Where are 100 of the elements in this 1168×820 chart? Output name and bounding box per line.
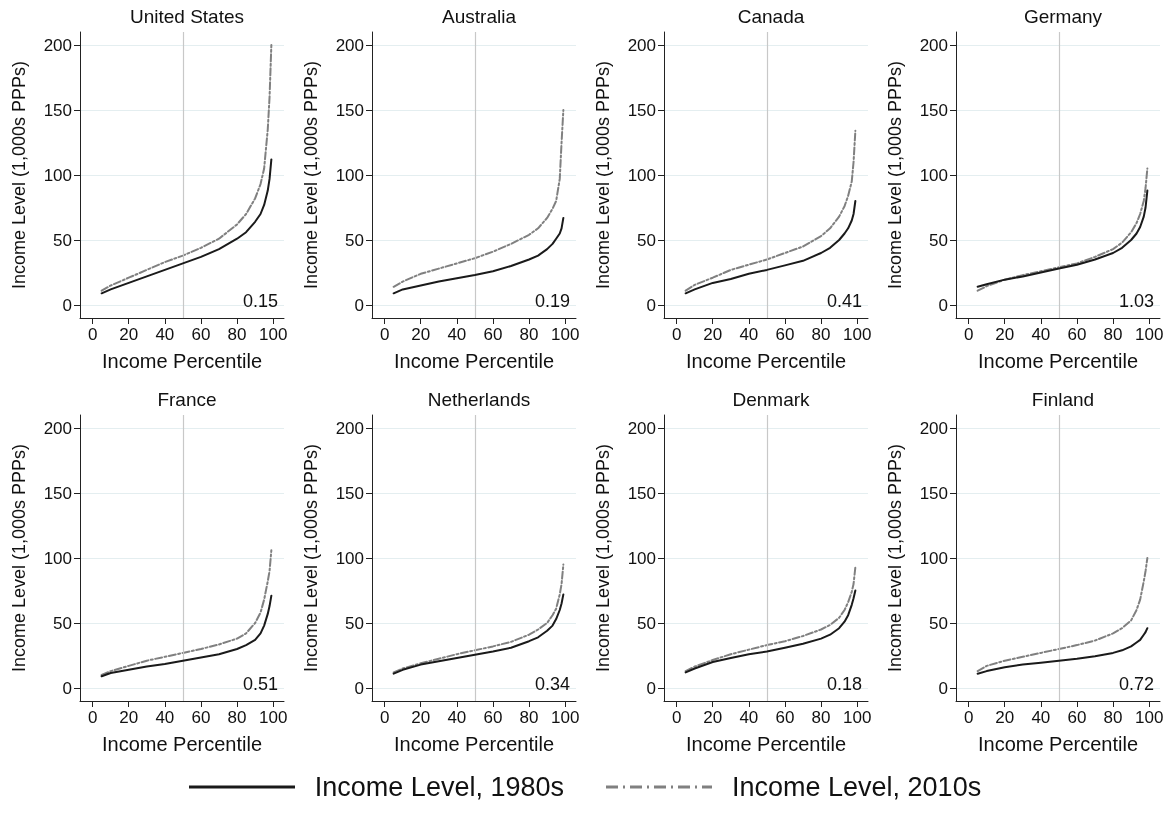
annotation: 0.34 <box>534 674 571 694</box>
y-tick-label: 100 <box>43 165 72 185</box>
y-tick-label: 0 <box>938 678 948 698</box>
y-tick-label: 0 <box>62 678 72 698</box>
y-tick-label: 0 <box>62 295 72 315</box>
y-axis-title: Income Level (1,000s PPPs) <box>885 60 905 290</box>
y-tick-label: 150 <box>627 483 656 503</box>
y-axis-title: Income Level (1,000s PPPs) <box>9 443 29 673</box>
annotation: 0.19 <box>534 291 571 311</box>
y-tick-label: 100 <box>919 548 948 568</box>
y-tick-label: 150 <box>43 100 72 120</box>
y-tick-label: 150 <box>627 100 656 120</box>
chart-title: France <box>157 389 217 410</box>
y-tick-label: 100 <box>627 548 656 568</box>
x-axis-title: Income Percentile <box>393 350 555 372</box>
x-tick-label: 100 <box>842 325 872 344</box>
line-series <box>100 549 273 676</box>
y-tick-label: 150 <box>43 483 72 503</box>
x-tick-label: 60 <box>191 325 211 344</box>
chart-title: Finland <box>1031 389 1095 410</box>
y-tick-label: 50 <box>53 230 72 250</box>
y-tick-label: 50 <box>345 230 364 250</box>
y-tick-label: 50 <box>637 613 656 633</box>
x-axis-title: Income Percentile <box>977 733 1139 755</box>
x-tick-label: 0 <box>87 325 98 344</box>
x-tick-label: 60 <box>775 325 795 344</box>
line-series <box>976 189 1149 288</box>
x-tick-label: 80 <box>227 708 247 727</box>
legend-label: Income Level, 2010s <box>732 771 982 803</box>
x-tick-label: 100 <box>550 708 580 727</box>
legend-label: Income Level, 1980s <box>314 771 564 803</box>
line-series <box>100 44 273 292</box>
x-tick-label: 100 <box>842 708 872 727</box>
y-tick-label: 200 <box>627 418 656 438</box>
x-tick-label: 0 <box>671 325 682 344</box>
y-tick-label: 0 <box>646 295 656 315</box>
y-axis-title: Income Level (1,000s PPPs) <box>301 60 321 290</box>
y-tick-label: 200 <box>335 35 364 55</box>
line-series <box>100 594 273 678</box>
y-tick-label: 100 <box>919 165 948 185</box>
x-tick-label: 20 <box>119 325 139 344</box>
annotation: 1.03 <box>1118 291 1155 311</box>
x-axis-title: Income Percentile <box>101 350 263 372</box>
y-tick-label: 0 <box>646 678 656 698</box>
x-tick-label: 80 <box>519 325 539 344</box>
y-axis-title: Income Level (1,000s PPPs) <box>593 60 613 290</box>
y-tick-label: 100 <box>43 548 72 568</box>
line-series <box>100 158 273 295</box>
x-tick-label: 60 <box>483 708 503 727</box>
line-series <box>392 109 565 288</box>
y-tick-label: 200 <box>919 418 948 438</box>
line-series <box>684 589 857 674</box>
y-tick-label: 150 <box>919 483 948 503</box>
x-axis-title: Income Percentile <box>685 350 847 372</box>
chart-title: Germany <box>1023 6 1103 27</box>
y-tick-label: 150 <box>919 100 948 120</box>
y-axis-title: Income Level (1,000s PPPs) <box>885 443 905 673</box>
y-tick-label: 50 <box>929 613 948 633</box>
line-series <box>684 200 857 295</box>
x-tick-label: 0 <box>671 708 682 727</box>
y-tick-label: 200 <box>43 35 72 55</box>
line-series <box>684 129 857 292</box>
x-tick-label: 60 <box>483 325 503 344</box>
x-tick-label: 80 <box>811 325 831 344</box>
line-series <box>976 167 1149 292</box>
x-tick-label: 20 <box>411 708 431 727</box>
annotation: 0.51 <box>242 674 279 694</box>
chart-title: Canada <box>737 6 805 27</box>
line-series <box>392 593 565 675</box>
y-tick-label: 100 <box>335 548 364 568</box>
line-series <box>392 216 565 295</box>
x-tick-label: 20 <box>411 325 431 344</box>
x-tick-label: 80 <box>1103 325 1123 344</box>
x-tick-label: 60 <box>1067 325 1087 344</box>
x-tick-label: 40 <box>1031 325 1051 344</box>
x-tick-label: 80 <box>227 325 247 344</box>
annotation: 0.18 <box>826 674 863 694</box>
chart-title: Netherlands <box>427 389 531 410</box>
x-tick-label: 20 <box>995 325 1015 344</box>
annotation: 0.15 <box>242 291 279 311</box>
y-tick-label: 50 <box>53 613 72 633</box>
y-tick-label: 0 <box>938 295 948 315</box>
x-tick-label: 0 <box>963 708 974 727</box>
x-tick-label: 40 <box>447 708 467 727</box>
annotation: 0.41 <box>826 291 863 311</box>
x-tick-label: 40 <box>739 325 759 344</box>
x-tick-label: 60 <box>191 708 211 727</box>
y-axis-title: Income Level (1,000s PPPs) <box>301 443 321 673</box>
y-axis-title: Income Level (1,000s PPPs) <box>9 60 29 290</box>
chart-title: Australia <box>442 6 517 27</box>
chart-title: United States <box>129 6 245 27</box>
x-tick-label: 80 <box>519 708 539 727</box>
x-tick-label: 40 <box>739 708 759 727</box>
x-tick-label: 80 <box>811 708 831 727</box>
y-tick-label: 200 <box>335 418 364 438</box>
y-tick-label: 200 <box>43 418 72 438</box>
x-tick-label: 60 <box>1067 708 1087 727</box>
y-tick-label: 100 <box>335 165 364 185</box>
line-series <box>976 557 1149 673</box>
x-tick-label: 40 <box>447 325 467 344</box>
